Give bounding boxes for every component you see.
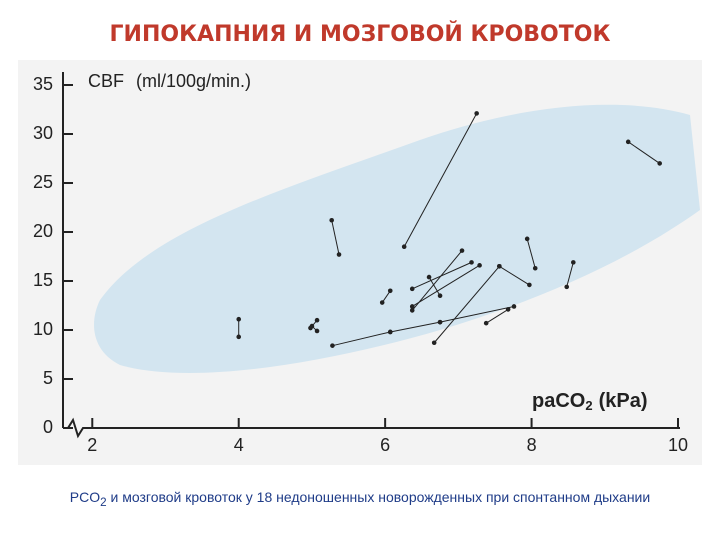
y-tick-label: 30 (33, 123, 53, 143)
y-tick-label: 25 (33, 172, 53, 192)
x-label-base: paCO (532, 390, 585, 412)
pair-line (331, 220, 340, 255)
point (524, 236, 530, 242)
caption-sub: 2 (100, 495, 107, 509)
y-label-unit: (ml/100g/min.) (136, 71, 251, 91)
point (497, 264, 502, 269)
point (330, 343, 335, 348)
title: ГИПОКАПНИЯ И МОЗГОВОЙ КРОВОТОК (109, 22, 611, 47)
pair-line (390, 321, 441, 333)
point (437, 293, 443, 299)
point (409, 304, 415, 309)
point (314, 328, 320, 334)
point (625, 139, 631, 145)
pair-line (411, 264, 480, 307)
x-tick-label: 8 (527, 435, 537, 455)
pair-line (428, 276, 441, 296)
pair-line (627, 141, 660, 164)
point (483, 320, 489, 326)
point (426, 274, 432, 280)
y-tick-label: 20 (33, 221, 53, 241)
pair-line (499, 265, 530, 286)
pair-line (566, 262, 574, 288)
point (309, 323, 315, 329)
y-tick-label: 5 (43, 368, 53, 388)
point (236, 316, 242, 322)
y-label: CBF (ml/100g/min.) (88, 71, 251, 91)
pair-line (411, 250, 463, 311)
caption-base: PCO (69, 489, 101, 505)
point (469, 260, 474, 265)
caption: PCO2 и мозговой кровоток у 18 недоношенн… (30, 488, 690, 512)
point (236, 334, 242, 340)
y-label-main: CBF (88, 71, 124, 91)
point (409, 308, 415, 313)
y-tick-label: 15 (33, 270, 53, 290)
x-tick-label: 10 (668, 435, 688, 455)
pair-line (403, 113, 478, 247)
point (511, 304, 517, 309)
point (527, 282, 532, 288)
x-label-sub: 2 (585, 398, 592, 413)
pair-line (526, 238, 536, 269)
x-label: paCO2 (kPa) (532, 390, 647, 413)
x-label-unit: (kPa) (599, 390, 648, 412)
point (459, 248, 465, 253)
caption-rest: и мозговой кровоток у 18 недоношенных но… (106, 489, 651, 505)
y-tick-label: 35 (33, 74, 53, 94)
point (387, 329, 393, 335)
x-tick-label: 4 (234, 435, 244, 455)
point (571, 260, 576, 265)
point (474, 111, 479, 116)
pair-line (332, 331, 391, 347)
point (564, 284, 570, 290)
point (409, 286, 415, 292)
x-tick-label: 2 (87, 435, 97, 455)
y-tick-label: 0 (43, 417, 53, 437)
pair-line (485, 308, 509, 324)
point (437, 319, 443, 325)
point (314, 317, 320, 323)
point (505, 307, 511, 312)
x-tick-label: 6 (380, 435, 390, 455)
y-tick-label: 10 (33, 319, 53, 339)
point (657, 161, 662, 166)
pair-line (412, 261, 472, 290)
point (379, 300, 385, 305)
point (329, 217, 334, 223)
range-band (94, 104, 701, 373)
point (401, 244, 407, 249)
pair-line (439, 305, 515, 323)
pair-line (381, 290, 391, 303)
point (336, 252, 342, 257)
point (387, 288, 393, 294)
point (477, 263, 482, 268)
point (532, 265, 538, 271)
point (431, 340, 437, 346)
pair-line (433, 265, 500, 344)
